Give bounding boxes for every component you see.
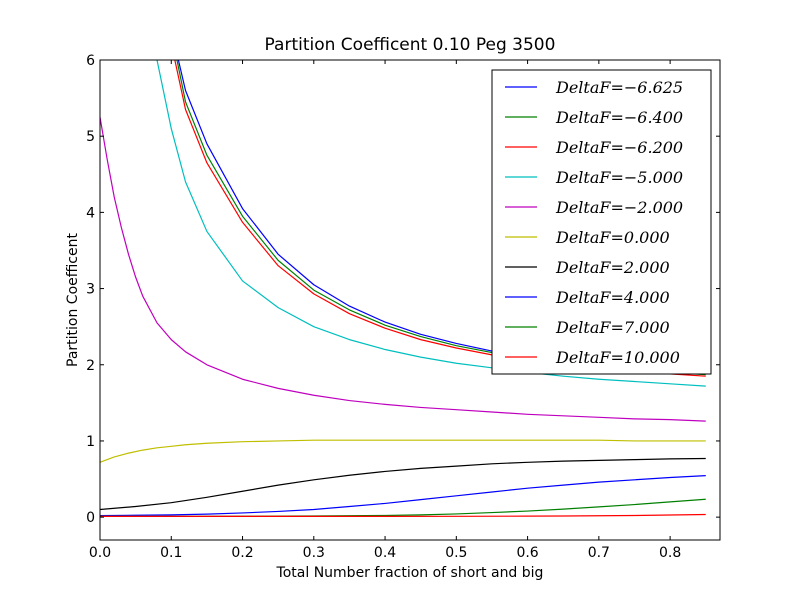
x-tick-label: 0.6 xyxy=(516,545,538,561)
y-tick-label: 3 xyxy=(86,282,95,298)
legend-label-4: DeltaF=−5.000 xyxy=(555,168,683,187)
x-tick-label: 0.7 xyxy=(588,545,610,561)
series-line-5 xyxy=(100,117,706,422)
legend-label-2: DeltaF=−6.400 xyxy=(555,108,683,127)
legend-label-7: DeltaF=2.000 xyxy=(555,258,670,277)
x-tick-label: 0.3 xyxy=(303,545,325,561)
series-line-4 xyxy=(156,60,706,387)
series-line-7 xyxy=(100,457,706,511)
legend-label-10: DeltaF=10.000 xyxy=(555,348,680,367)
y-tick-label: 0 xyxy=(86,510,95,526)
legend-label-3: DeltaF=−6.200 xyxy=(555,138,683,157)
y-tick-label: 2 xyxy=(86,358,95,374)
legend-label-5: DeltaF=−2.000 xyxy=(555,198,683,217)
x-tick-label: 0.8 xyxy=(659,545,681,561)
x-axis-ticks: 0.0 0.1 0.2 0.3 0.4 0.5 0.6 0.7 0.8 xyxy=(89,60,681,561)
y-axis-ticks: 0 1 2 3 4 5 6 xyxy=(86,53,720,526)
chart-title: Partition Coefficent 0.10 Peg 3500 xyxy=(265,35,556,55)
plot-lines xyxy=(100,60,706,517)
x-tick-label: 0.0 xyxy=(89,545,111,561)
legend-label-6: DeltaF=0.000 xyxy=(555,228,670,247)
y-tick-label: 6 xyxy=(86,53,95,69)
series-line-10 xyxy=(100,513,706,517)
legend-label-8: DeltaF=4.000 xyxy=(555,288,670,307)
y-tick-label: 4 xyxy=(86,205,95,221)
x-tick-label: 0.1 xyxy=(160,545,182,561)
x-tick-label: 0.2 xyxy=(231,545,253,561)
legend: DeltaF=−6.625 DeltaF=−6.400 DeltaF=−6.200 D… xyxy=(491,69,712,375)
y-axis-label: Partition Coefficent xyxy=(65,233,81,367)
plot-frame xyxy=(99,59,721,541)
legend-label-9: DeltaF=7.000 xyxy=(555,318,670,337)
x-tick-label: 0.5 xyxy=(445,545,467,561)
legend-label-1: DeltaF=−6.625 xyxy=(555,78,683,97)
x-axis-label: Total Number fraction of short and big xyxy=(276,565,544,581)
y-tick-label: 5 xyxy=(86,129,95,145)
series-line-8 xyxy=(100,475,706,517)
series-line-6 xyxy=(100,439,706,463)
x-tick-label: 0.4 xyxy=(374,545,396,561)
legend-box xyxy=(491,69,712,375)
y-tick-label: 1 xyxy=(86,434,95,450)
